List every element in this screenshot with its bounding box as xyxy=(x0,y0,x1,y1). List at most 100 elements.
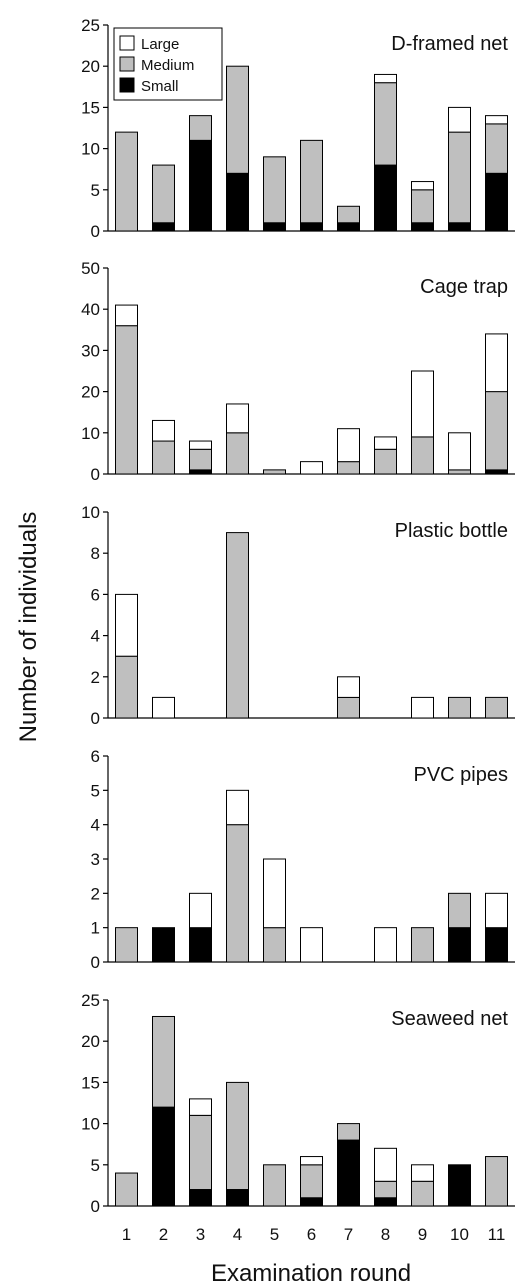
bar-small xyxy=(263,222,286,232)
y-tick-label: 20 xyxy=(81,57,100,76)
y-tick-label: 10 xyxy=(81,424,100,443)
bar-large xyxy=(189,1098,212,1116)
bar-medium xyxy=(485,391,508,471)
bar-large xyxy=(189,440,212,450)
bar-medium xyxy=(448,131,471,224)
y-tick-label: 20 xyxy=(81,1032,100,1051)
bar-small xyxy=(189,469,212,475)
bar-large xyxy=(374,73,397,84)
bar-large xyxy=(226,403,249,434)
panel-title: Seaweed net xyxy=(391,1008,508,1030)
y-tick-label: 10 xyxy=(81,1115,100,1134)
bar-small xyxy=(374,1197,397,1207)
bar-medium xyxy=(226,1081,249,1191)
bar-medium xyxy=(115,927,138,963)
bar-medium xyxy=(337,205,360,224)
bar-medium xyxy=(189,448,212,471)
bar-medium xyxy=(226,432,249,475)
legend-swatch-large xyxy=(119,35,135,51)
y-tick-label: 25 xyxy=(81,991,100,1010)
bar-small xyxy=(337,1139,360,1207)
bar-small xyxy=(448,927,471,963)
bar-medium xyxy=(152,440,175,475)
y-tick-label: 1 xyxy=(91,919,100,938)
x-tick-label: 6 xyxy=(307,1225,316,1244)
legend-label-medium: Medium xyxy=(141,57,194,74)
y-tick-label: 10 xyxy=(81,503,100,522)
x-axis-title: Examination round xyxy=(211,1260,411,1287)
y-tick-label: 20 xyxy=(81,383,100,402)
bar-large xyxy=(374,927,397,963)
bar-small xyxy=(485,927,508,963)
bar-medium xyxy=(226,65,249,174)
y-tick-label: 25 xyxy=(81,16,100,35)
bar-large xyxy=(374,436,397,450)
bar-medium xyxy=(374,1180,397,1199)
legend-label-large: Large xyxy=(141,36,179,53)
bar-large xyxy=(485,892,508,929)
bar-medium xyxy=(263,156,286,224)
legend-label-small: Small xyxy=(141,78,179,95)
bar-medium xyxy=(374,448,397,475)
bar-small xyxy=(189,1189,212,1207)
y-tick-label: 40 xyxy=(81,300,100,319)
y-tick-label: 0 xyxy=(91,709,100,728)
y-tick-label: 2 xyxy=(91,884,100,903)
bar-large xyxy=(448,432,471,471)
bar-small xyxy=(337,222,360,232)
panel-title: Cage trap xyxy=(420,276,508,298)
y-tick-label: 3 xyxy=(91,850,100,869)
y-tick-label: 50 xyxy=(81,259,100,278)
bar-large xyxy=(152,696,175,719)
bar-medium xyxy=(115,1172,138,1207)
bar-small xyxy=(485,172,508,232)
bar-medium xyxy=(152,164,175,224)
y-tick-label: 4 xyxy=(91,816,100,835)
bar-large xyxy=(300,927,323,963)
bar-large xyxy=(263,858,286,929)
bar-large xyxy=(411,181,434,191)
panel-5: 0 5 10 15 20 25 Seaweed net 1 2 3 4 5 6 7 8 9 10 11 xyxy=(81,991,515,1244)
bar-medium xyxy=(300,1164,323,1199)
bar-large xyxy=(337,428,360,463)
bar-medium xyxy=(337,461,360,475)
bar-medium xyxy=(263,927,286,963)
bar-medium xyxy=(152,1015,175,1108)
x-tick-label: 4 xyxy=(233,1225,242,1244)
bar-medium xyxy=(337,696,360,719)
y-tick-label: 15 xyxy=(81,1073,100,1092)
bar-large xyxy=(411,1164,434,1182)
bar-medium xyxy=(411,189,434,224)
x-tick-label: 2 xyxy=(159,1225,168,1244)
y-tick-label: 0 xyxy=(91,953,100,972)
y-tick-label: 6 xyxy=(91,585,100,604)
bar-large xyxy=(411,370,434,438)
bar-large xyxy=(485,115,508,125)
bar-small xyxy=(300,1197,323,1207)
bar-small xyxy=(152,1106,175,1207)
y-tick-label: 2 xyxy=(91,668,100,687)
y-tick-label: 4 xyxy=(91,627,100,646)
bar-medium xyxy=(189,115,212,141)
x-tick-label: 9 xyxy=(418,1225,427,1244)
bar-small xyxy=(226,172,249,232)
bar-medium xyxy=(226,532,249,719)
y-tick-label: 5 xyxy=(91,1156,100,1175)
bar-medium xyxy=(189,1114,212,1191)
y-tick-label: 30 xyxy=(81,341,100,360)
bar-medium xyxy=(411,1180,434,1207)
bar-medium xyxy=(485,696,508,719)
bar-large xyxy=(448,106,471,133)
bar-large xyxy=(226,789,249,826)
bar-small xyxy=(448,1164,471,1207)
y-tick-label: 6 xyxy=(91,747,100,766)
bar-large xyxy=(152,419,175,442)
bar-medium xyxy=(411,436,434,475)
x-tick-label: 10 xyxy=(450,1225,469,1244)
bar-medium xyxy=(411,927,434,963)
bar-small xyxy=(448,222,471,232)
bar-medium xyxy=(337,1123,360,1141)
panel-title: Plastic bottle xyxy=(395,520,508,542)
bar-medium xyxy=(485,1156,508,1207)
